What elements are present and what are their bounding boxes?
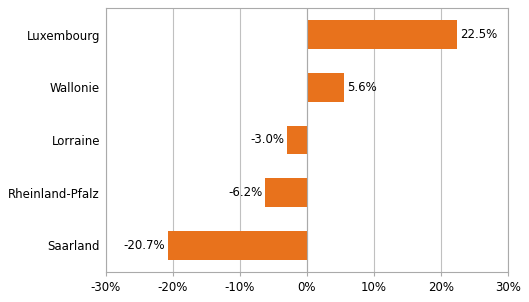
Text: 22.5%: 22.5% [460, 28, 497, 41]
Text: -20.7%: -20.7% [124, 239, 165, 252]
Text: 5.6%: 5.6% [347, 81, 377, 94]
Text: -3.0%: -3.0% [250, 133, 284, 146]
Bar [168, 231, 307, 260]
Bar [265, 178, 307, 207]
Bar [287, 126, 307, 154]
Bar [307, 20, 458, 49]
Bar [307, 73, 344, 102]
Text: -6.2%: -6.2% [228, 186, 262, 199]
